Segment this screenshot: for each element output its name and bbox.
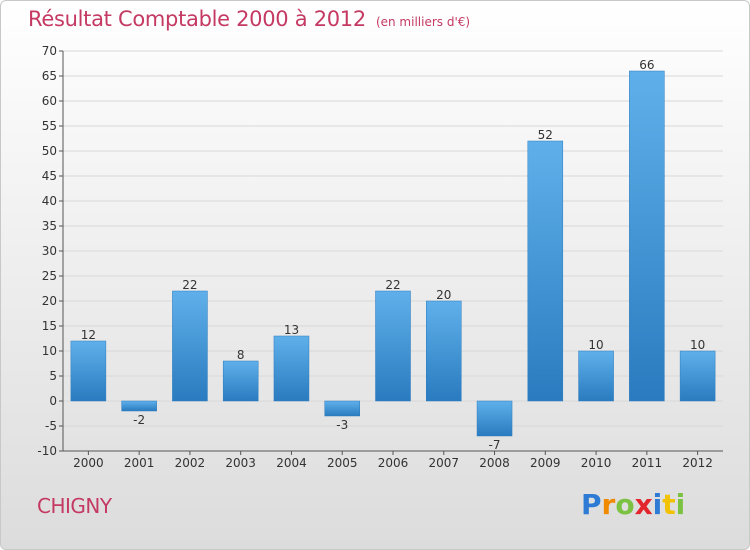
data-label: 22 — [182, 278, 197, 292]
logo-letter: P — [581, 488, 602, 521]
proxiti-logo: Proxiti — [581, 488, 685, 521]
y-tick-label: 0 — [49, 394, 57, 408]
bar — [172, 290, 208, 402]
bar — [375, 290, 411, 402]
x-tick-label: 2007 — [428, 456, 459, 470]
y-tick-label: 25 — [42, 269, 57, 283]
y-tick-label: -10 — [37, 444, 57, 458]
y-tick-label: 30 — [42, 244, 57, 258]
y-tick-label: -5 — [45, 419, 57, 433]
data-label: 8 — [237, 348, 245, 362]
data-label: 12 — [81, 328, 96, 342]
commune-name: CHIGNY — [37, 494, 112, 518]
data-label: 10 — [690, 338, 705, 352]
x-tick-label: 2011 — [632, 456, 663, 470]
y-tick-label: 65 — [42, 69, 57, 83]
x-tick-label: 2009 — [530, 456, 561, 470]
data-label: 22 — [385, 278, 400, 292]
data-label: -2 — [133, 413, 145, 427]
logo-letter: i — [675, 488, 686, 521]
chart-subtitle: (en milliers d'€) — [375, 15, 471, 29]
bar — [578, 350, 614, 402]
x-tick-label: 2004 — [276, 456, 307, 470]
bar — [273, 335, 310, 402]
y-tick-label: 35 — [42, 219, 57, 233]
bar-layer — [70, 70, 716, 437]
x-tick-label: 2001 — [124, 456, 155, 470]
data-label: 20 — [436, 288, 451, 302]
y-tick-label: 15 — [42, 319, 57, 333]
bar — [121, 400, 157, 412]
y-tick-label: 50 — [42, 144, 57, 158]
data-label: 66 — [639, 58, 654, 72]
bar — [476, 400, 513, 437]
data-label: -7 — [489, 438, 501, 452]
bar — [426, 300, 462, 402]
bar — [324, 400, 360, 417]
x-tick-label: 2006 — [378, 456, 409, 470]
y-tick-label: 10 — [42, 344, 57, 358]
logo-letter: i — [652, 488, 663, 521]
data-label: -3 — [336, 418, 348, 432]
bar — [222, 360, 259, 402]
data-label: 13 — [284, 323, 299, 337]
x-tick-label: 2003 — [225, 456, 256, 470]
y-tick-label: 45 — [42, 169, 57, 183]
y-tick-label: 5 — [49, 369, 57, 383]
x-tick-label: 2000 — [73, 456, 104, 470]
chart-title-block: Résultat Comptable 2000 à 2012 (en millie… — [28, 7, 470, 31]
label-layer: -10 -5 0 5 10 15 20 25 30 35 40 45 50 55 60 65 70 2000 12 2… — [37, 44, 712, 470]
y-tick-label: 20 — [42, 294, 57, 308]
bar — [629, 70, 665, 402]
data-label: 10 — [588, 338, 603, 352]
axis-layer — [59, 50, 723, 455]
logo-letter: o — [615, 488, 635, 521]
x-tick-label: 2002 — [175, 456, 206, 470]
x-tick-label: 2005 — [327, 456, 358, 470]
logo-letter: t — [662, 488, 676, 521]
logo-letter: r — [601, 488, 616, 521]
logo-letter: x — [634, 488, 653, 521]
x-tick-label: 2008 — [479, 456, 510, 470]
x-tick-label: 2012 — [682, 456, 713, 470]
y-tick-label: 70 — [42, 44, 57, 58]
bar — [527, 140, 564, 402]
bar — [70, 340, 107, 402]
bar — [679, 350, 716, 402]
y-tick-label: 40 — [42, 194, 57, 208]
y-tick-label: 55 — [42, 119, 57, 133]
x-tick-label: 2010 — [581, 456, 612, 470]
chart-title: Résultat Comptable 2000 à 2012 — [28, 7, 366, 31]
y-tick-label: 60 — [42, 94, 57, 108]
data-label: 52 — [538, 128, 553, 142]
